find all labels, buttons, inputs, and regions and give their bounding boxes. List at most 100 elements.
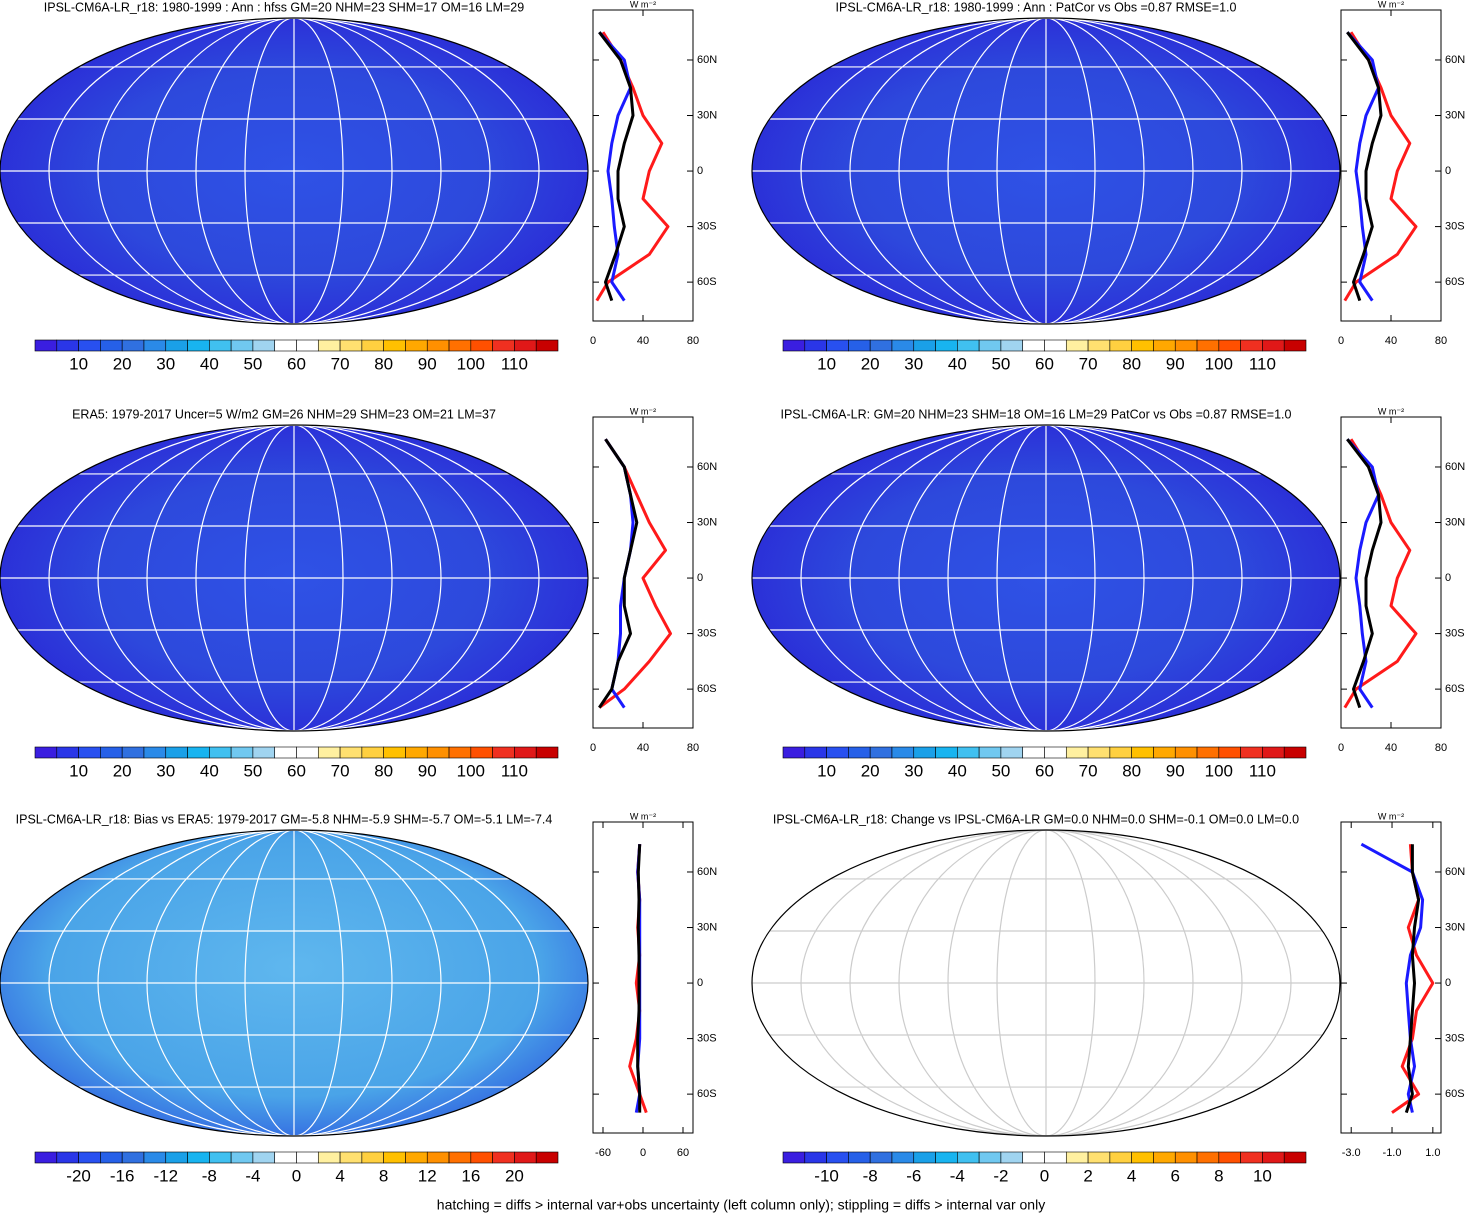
y-tick-label: 30S xyxy=(1445,627,1465,639)
y-tick-label: 60N xyxy=(1445,461,1465,473)
colorbar-label: 20 xyxy=(861,354,880,373)
colorbar-label: 10 xyxy=(817,354,836,373)
colorbar-box xyxy=(252,339,276,352)
colorbar-box xyxy=(826,746,849,759)
x-tick-label: 0 xyxy=(590,742,596,754)
colorbar-box xyxy=(448,339,472,352)
y-tick-label: 60N xyxy=(1445,866,1465,878)
map-meridian xyxy=(996,18,1096,324)
y-tick-label: 60S xyxy=(1445,683,1465,695)
zonal-line xyxy=(1360,842,1425,1113)
colorbar-label: 2 xyxy=(1083,1166,1092,1185)
x-tick-label: 40 xyxy=(637,335,649,347)
y-tick-label: 30S xyxy=(1445,1032,1465,1044)
colorbar-box xyxy=(470,1151,493,1164)
colorbar-box xyxy=(143,1151,167,1164)
panel-title: IPSL-CM6A-LR_r18: 1980-1999 : Ann : PatC… xyxy=(836,0,1237,14)
colorbar-label: -4 xyxy=(245,1166,260,1185)
zonal-line xyxy=(1346,31,1383,302)
colorbar-box xyxy=(426,746,450,759)
map-meridian xyxy=(244,18,344,324)
colorbar-box xyxy=(78,1151,101,1164)
y-tick-label: 30N xyxy=(697,921,717,933)
colorbar-box xyxy=(361,1151,384,1164)
colorbar-box xyxy=(492,339,515,352)
colorbar-box xyxy=(1109,339,1132,352)
colorbar-label: 70 xyxy=(1079,761,1098,780)
map-grid xyxy=(752,425,1340,731)
colorbar-box xyxy=(405,1151,428,1164)
x-tick-label: 80 xyxy=(1435,742,1447,754)
colorbar-label: 90 xyxy=(418,354,437,373)
colorbar-box xyxy=(209,1151,232,1164)
colorbar-label: 40 xyxy=(200,354,219,373)
colorbar-box xyxy=(296,746,319,759)
colorbar-box xyxy=(535,339,559,352)
colorbar-box xyxy=(1262,339,1285,352)
colorbar-box xyxy=(470,746,493,759)
colorbar-box xyxy=(848,746,871,759)
map xyxy=(751,829,1341,1137)
colorbar-box xyxy=(317,339,341,352)
map-meridian xyxy=(244,830,344,1136)
colorbar-box xyxy=(1087,1151,1111,1164)
colorbar-box xyxy=(143,746,167,759)
colorbar-label: -20 xyxy=(66,1166,91,1185)
zonal-unit: W m⁻² xyxy=(630,406,656,416)
colorbar-box xyxy=(448,746,472,759)
colorbar-label: 50 xyxy=(243,354,262,373)
map-meridian xyxy=(849,830,1243,1136)
colorbar-box xyxy=(1022,1151,1045,1164)
colorbar-box xyxy=(78,339,101,352)
colorbar-box xyxy=(1044,339,1067,352)
x-tick-label: 80 xyxy=(687,742,699,754)
colorbar-label: 20 xyxy=(505,1166,524,1185)
colorbar-box xyxy=(78,746,101,759)
map xyxy=(0,424,589,732)
colorbar-box xyxy=(1022,746,1045,759)
colorbar-label: 8 xyxy=(379,1166,388,1185)
colorbar-label: 40 xyxy=(200,761,219,780)
map-meridian xyxy=(48,18,540,324)
colorbar-label: 70 xyxy=(331,761,350,780)
colorbar-box xyxy=(804,339,827,352)
x-tick-label: 40 xyxy=(637,742,649,754)
colorbar-box xyxy=(1174,339,1198,352)
colorbar-box xyxy=(121,339,145,352)
colorbar-box xyxy=(1174,1151,1198,1164)
colorbar-label: -8 xyxy=(202,1166,217,1185)
colorbar-box xyxy=(34,339,58,352)
y-tick-label: 0 xyxy=(1445,165,1451,177)
colorbar-box xyxy=(535,1151,559,1164)
colorbar-box xyxy=(1109,746,1132,759)
colorbar-label: 50 xyxy=(991,761,1010,780)
colorbar-box xyxy=(405,339,428,352)
colorbar-box xyxy=(1218,1151,1241,1164)
colorbar-label: 100 xyxy=(1205,761,1233,780)
colorbar-box xyxy=(514,339,537,352)
x-tick-label: -1.0 xyxy=(1383,1147,1402,1159)
x-tick-label: 0 xyxy=(640,1147,646,1159)
x-tick-label: 80 xyxy=(1435,335,1447,347)
colorbar-box xyxy=(1065,746,1089,759)
colorbar-box xyxy=(1240,1151,1263,1164)
x-tick-label: -3.0 xyxy=(1342,1147,1361,1159)
map-meridian xyxy=(48,425,540,731)
colorbar-box xyxy=(100,339,123,352)
colorbar-box xyxy=(869,1151,893,1164)
zonal-unit: W m⁻² xyxy=(630,0,656,9)
colorbar-box xyxy=(187,339,210,352)
zonal-line xyxy=(1404,844,1421,1114)
colorbar-box xyxy=(935,746,958,759)
colorbar-box xyxy=(1283,339,1307,352)
colorbar-box xyxy=(230,1151,254,1164)
colorbar-box xyxy=(804,746,827,759)
colorbar-label: 6 xyxy=(1171,1166,1180,1185)
colorbar-box xyxy=(826,1151,849,1164)
colorbar-box xyxy=(1262,746,1285,759)
y-tick-label: 30N xyxy=(1445,109,1465,121)
map-meridian xyxy=(947,18,1145,324)
colorbar-box xyxy=(252,1151,276,1164)
map-border xyxy=(751,424,1341,732)
map xyxy=(0,17,589,325)
